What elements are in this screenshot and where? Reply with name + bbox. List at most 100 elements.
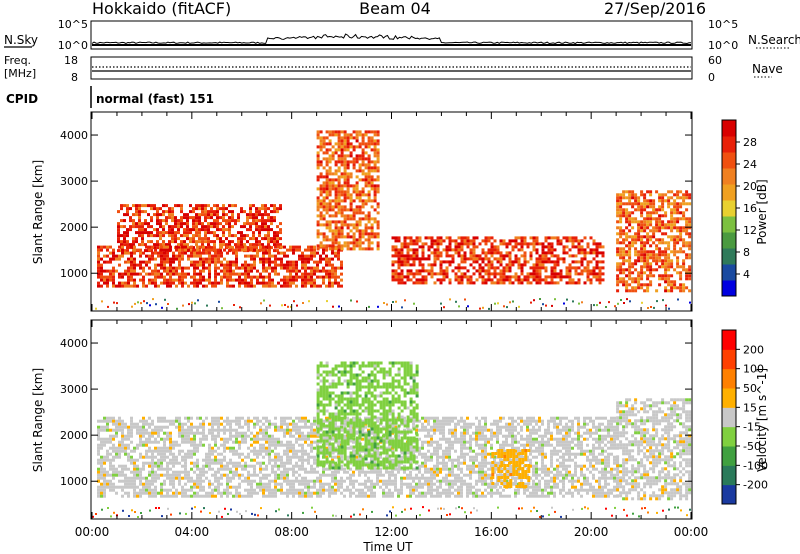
cell-power	[328, 284, 331, 288]
cell-velocity	[298, 425, 301, 429]
cell-power	[228, 234, 231, 238]
cell-power	[150, 219, 153, 223]
cell-velocity	[286, 494, 289, 498]
cell-velocity	[331, 437, 334, 441]
cell-power	[571, 245, 575, 249]
cell-power	[646, 274, 650, 278]
cell-power	[192, 222, 195, 226]
cell-velocity	[322, 419, 325, 423]
cell-power	[328, 166, 332, 170]
cell-power	[493, 239, 497, 243]
cell-velocity	[265, 476, 268, 480]
cell-power	[135, 213, 138, 217]
cell-power	[643, 247, 647, 251]
cell-power	[144, 231, 147, 235]
cell-velocity	[295, 470, 298, 474]
cell-power	[466, 269, 470, 273]
cell-power	[538, 263, 542, 267]
cell-velocity	[154, 473, 157, 477]
cell-power	[258, 210, 261, 214]
cell-power	[478, 254, 482, 258]
cell-power	[208, 260, 211, 264]
cell-power	[178, 254, 181, 258]
cell-power	[391, 272, 395, 276]
cell-velocity	[157, 449, 160, 453]
cell-power	[343, 157, 347, 161]
cell-power	[580, 251, 584, 255]
cell-power	[202, 245, 205, 249]
cell-velocity	[262, 494, 265, 498]
cell-power	[274, 254, 277, 258]
cell-velocity	[145, 440, 148, 444]
cell-velocity	[268, 422, 271, 426]
cell-power	[270, 219, 273, 223]
cell-power	[628, 262, 632, 266]
cell-power	[289, 266, 292, 270]
cell-velocity	[166, 494, 169, 498]
cell-velocity	[226, 440, 229, 444]
cell-power	[237, 231, 240, 235]
cell-power	[319, 142, 323, 146]
cell-velocity	[223, 467, 226, 471]
cell-power	[219, 243, 222, 247]
cell-velocity	[163, 452, 166, 456]
cell-power	[580, 257, 584, 261]
cell-power	[328, 142, 332, 146]
cell-power	[103, 275, 106, 279]
cell-power	[667, 235, 671, 239]
cell-power	[322, 145, 326, 149]
cell-power	[163, 251, 166, 255]
cell-power	[124, 251, 127, 255]
cell-velocity	[226, 467, 229, 471]
cell-velocity	[280, 425, 283, 429]
cell-power	[685, 229, 689, 233]
cell-power	[132, 219, 135, 223]
cell-power	[619, 217, 623, 221]
cell-power	[619, 205, 623, 209]
cell-power	[466, 245, 470, 249]
cell-velocity	[112, 476, 115, 480]
cell-power	[580, 272, 584, 276]
cell-velocity	[313, 470, 316, 474]
cell-power	[520, 254, 524, 258]
cell-power	[109, 245, 112, 249]
cell-ground-scatter	[647, 307, 649, 309]
cell-power	[217, 248, 220, 252]
cell-ground-scatter	[509, 301, 511, 304]
cell-power	[147, 213, 150, 217]
cell-power	[481, 251, 485, 255]
cell-power	[373, 190, 377, 194]
cell-power	[189, 216, 192, 220]
cell-power	[274, 263, 277, 267]
cell-velocity	[361, 419, 364, 423]
cell-velocity	[301, 446, 304, 450]
cell-power	[289, 245, 292, 249]
cell-power	[214, 257, 217, 261]
cell-power	[361, 247, 365, 251]
cell-power	[340, 190, 344, 194]
cell-velocity	[208, 431, 211, 435]
cell-power	[316, 266, 319, 270]
cell-velocity	[349, 488, 352, 492]
cell-power	[622, 256, 626, 260]
cell-power	[544, 245, 548, 249]
cell-power	[322, 151, 326, 155]
cell-power	[463, 251, 467, 255]
cell-velocity	[241, 425, 244, 429]
cell-power	[349, 217, 353, 221]
cell-power	[469, 254, 473, 258]
cell-power	[364, 163, 368, 167]
cell-power	[430, 239, 434, 243]
cell-velocity	[97, 437, 100, 441]
cell-power	[145, 254, 148, 258]
cell-velocity	[169, 476, 172, 480]
cell-power	[412, 260, 416, 264]
cell-power	[355, 211, 359, 215]
cell-power	[238, 278, 241, 282]
cell-power	[562, 248, 566, 252]
cell-power	[403, 281, 407, 285]
cell-power	[292, 275, 295, 279]
cell-power	[253, 245, 256, 249]
cell-velocity	[166, 437, 169, 441]
cell-power	[649, 262, 653, 266]
